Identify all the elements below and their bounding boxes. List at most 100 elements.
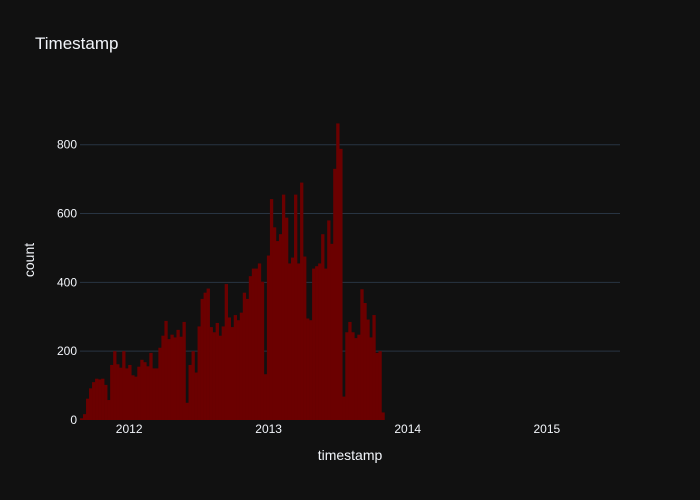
histogram-bar [333,168,337,420]
histogram-bar [336,123,340,421]
bars [80,123,385,421]
histogram-bar [107,400,111,420]
histogram-bar [254,268,259,420]
histogram-bar [239,312,244,420]
histogram-bar [369,337,373,420]
histogram-bar [119,367,123,420]
histogram-bar [215,322,219,420]
y-tick-label: 600 [57,207,77,221]
histogram-bar [224,284,228,420]
histogram-bar [140,359,144,420]
histogram-bar [128,364,132,420]
histogram-bar [131,375,135,420]
histogram-bar [360,289,364,420]
x-tick-label: 2013 [255,422,282,436]
histogram-bar [185,402,189,420]
histogram-bar [155,368,159,420]
histogram-bar [206,288,210,420]
histogram-bar [86,398,90,420]
histogram-bar [95,378,99,420]
histogram-bar [257,263,262,420]
histogram-bar [233,315,238,420]
histogram-bar [284,217,289,420]
y-tick-label: 200 [57,344,77,358]
histogram-bar [158,347,162,420]
histogram-bar [291,257,295,420]
histogram-bar [269,199,274,420]
histogram-bar [89,388,93,420]
histogram-bar [366,319,370,420]
histogram-bar [330,243,334,420]
histogram-bar [278,234,283,420]
x-tick-labels: 2012 2013 2014 2015 [116,422,561,436]
histogram-bar [345,332,349,420]
histogram-bar [348,321,352,420]
histogram-bar [381,412,385,420]
histogram-bar [179,336,183,420]
histogram-bar [101,378,105,420]
y-tick-label: 800 [57,138,77,152]
histogram-bar [236,320,241,420]
y-tick-labels: 0 200 400 600 800 [57,138,77,427]
x-tick-label: 2015 [533,422,560,436]
y-tick-label: 0 [70,413,77,427]
histogram-bar [266,255,271,420]
histogram-bar [251,268,256,420]
histogram-bar [218,335,222,420]
histogram-bar [281,194,286,420]
histogram-bar [375,352,379,420]
histogram-bar [275,241,280,420]
histogram-bar [200,298,204,420]
histogram-bar [146,366,150,420]
histogram-bar [309,320,313,420]
histogram-bar [113,351,117,420]
histogram-bar [378,351,382,420]
histogram-bar [303,256,307,420]
histogram-bar [312,268,316,420]
histogram-bar [110,364,114,420]
histogram-bar [315,266,319,420]
histogram-bar [272,227,277,420]
histogram-bar [134,376,138,420]
histogram-bar [173,337,177,420]
histogram-bar [104,384,108,420]
histogram-bar [209,327,213,420]
histogram-bar [161,335,165,420]
x-axis-label: timestamp [317,447,383,463]
histogram-bar [263,374,268,420]
histogram-bar [339,148,343,421]
histogram-bar [318,263,322,420]
histogram-bar [182,321,186,420]
histogram-bar [242,292,247,420]
histogram-bar [221,326,225,420]
histogram-bar [327,220,331,420]
histogram-bar [245,298,250,420]
chart-title: Timestamp [35,34,119,53]
histogram-bar [164,320,168,420]
histogram-bar [116,364,120,420]
y-tick-label: 400 [57,275,77,289]
histogram-bar [297,263,301,420]
histogram-bar [188,364,192,420]
histogram-bar [342,396,346,420]
histogram-bar [149,352,153,420]
histogram-bar [176,329,180,420]
histogram-bar [170,334,174,420]
x-tick-label: 2014 [394,422,421,436]
histogram-bar [83,414,87,420]
histogram-bar [167,339,171,420]
histogram-bar [122,351,126,420]
histogram-bar [287,263,292,420]
histogram-bar [372,315,376,420]
histogram-bar [357,334,361,420]
histogram-bar [248,276,253,420]
histogram-bar [321,234,325,420]
histogram-bar [152,368,156,420]
histogram-bar [294,194,298,420]
histogram-bar [260,281,265,420]
histogram-bar [137,366,141,420]
histogram-bar [191,351,195,420]
histogram-bar [300,182,304,420]
histogram-bar [194,372,198,420]
